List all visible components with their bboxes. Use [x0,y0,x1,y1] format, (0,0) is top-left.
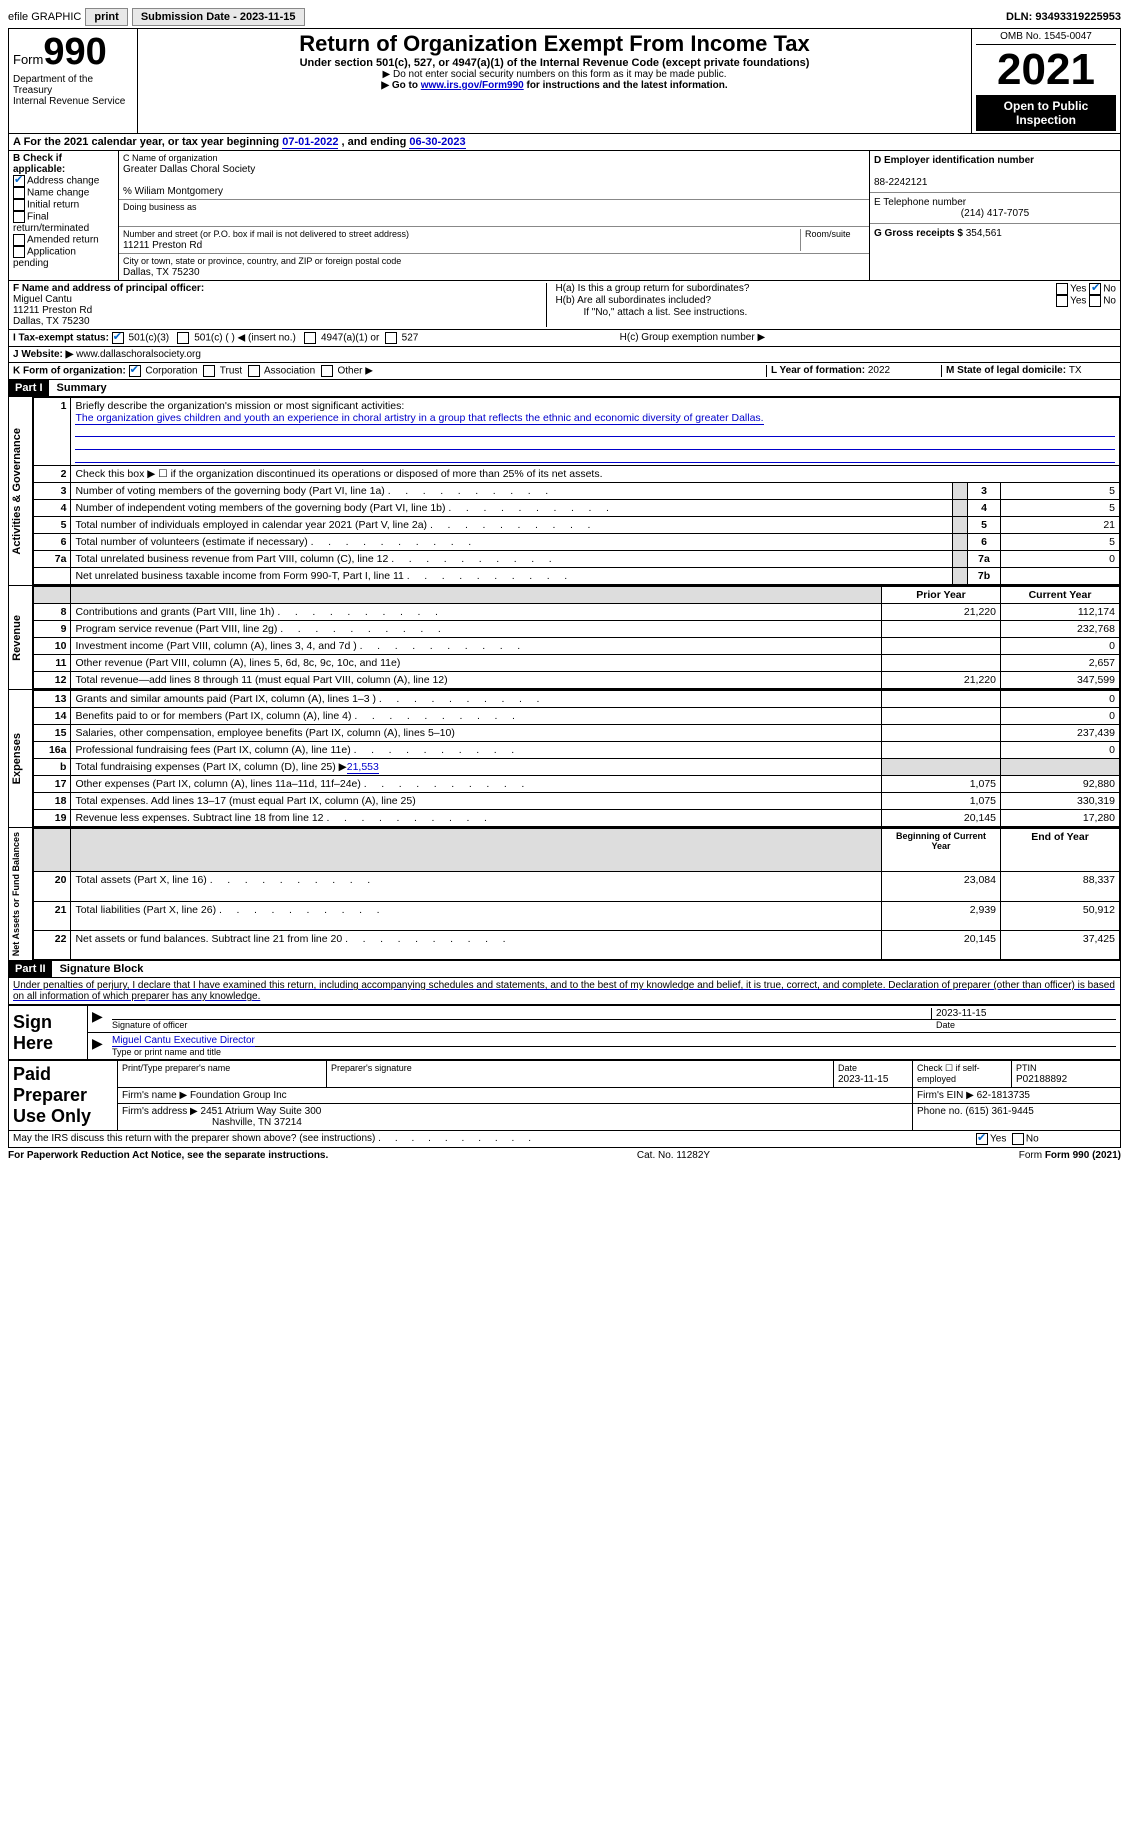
cb-initial[interactable] [13,199,25,211]
summary-rev: Prior YearCurrent Year 8Contributions an… [33,586,1120,689]
cb-amended[interactable] [13,234,25,246]
box-deg: D Employer identification number 88-2242… [870,151,1120,280]
form-subtitle: Under section 501(c), 527, or 4947(a)(1)… [142,57,967,69]
side-net: Net Assets or Fund Balances [9,828,23,960]
ein: 88-2242121 [874,177,927,188]
summary-net: Beginning of Current YearEnd of Year 20T… [33,828,1120,960]
may-irs-row: May the IRS discuss this return with the… [8,1131,1121,1148]
org-address: 11211 Preston Rd [123,240,202,251]
phone: (214) 417-7075 [874,208,1116,219]
open-inspection: Open to Public Inspection [976,95,1116,131]
footer: For Paperwork Reduction Act Notice, see … [8,1148,1121,1163]
paid-preparer-table: Paid Preparer Use Only Print/Type prepar… [8,1060,1121,1131]
website: www.dallaschoralsociety.org [76,349,201,360]
box-c: C Name of organization Greater Dallas Ch… [119,151,870,280]
form-header: Form990 Department of the Treasury Inter… [8,28,1121,134]
cb-name[interactable] [13,187,25,199]
row-fh: F Name and address of principal officer:… [8,281,1121,330]
dln: DLN: 93493319225953 [1006,11,1121,23]
row-j: J Website: ▶ www.dallaschoralsociety.org [8,347,1121,363]
summary-ag: 1 Briefly describe the organization's mi… [33,397,1120,585]
side-exp: Expenses [9,729,25,788]
info-grid: B Check if applicable: Address change Na… [8,151,1121,281]
side-ag: Activities & Governance [9,424,25,559]
row-klm: K Form of organization: Corporation Trus… [8,363,1121,380]
period-row: A For the 2021 calendar year, or tax yea… [8,134,1121,151]
topbar: efile GRAPHIC print Submission Date - 20… [8,8,1121,26]
row-ij: I Tax-exempt status: 501(c)(3) 501(c) ( … [8,330,1121,347]
cb-final[interactable] [13,211,25,223]
form-title: Return of Organization Exempt From Incom… [142,31,967,57]
org-name: Greater Dallas Choral Society [123,164,255,175]
irs-label: Internal Revenue Service [13,96,133,107]
org-city: Dallas, TX 75230 [123,267,200,278]
summary-exp: 13Grants and similar amounts paid (Part … [33,690,1120,827]
cb-501c3[interactable] [112,332,124,344]
print-button[interactable]: print [85,8,127,26]
mission-text: The organization gives children and yout… [75,412,763,425]
form-label: Form990 [13,31,133,74]
omb: OMB No. 1545-0047 [976,31,1116,45]
box-b: B Check if applicable: Address change Na… [9,151,119,280]
care-of: % Wiliam Montgomery [123,186,223,197]
part1-header: Part I Summary [8,380,1121,397]
efile-label: efile GRAPHIC [8,11,81,23]
side-rev: Revenue [9,611,25,665]
form-note2: ▶ Go to www.irs.gov/Form990 for instruct… [142,80,967,91]
perjury-text: Under penalties of perjury, I declare th… [8,978,1121,1005]
part2-header: Part II Signature Block [8,961,1121,978]
submission-button[interactable]: Submission Date - 2023-11-15 [132,8,305,26]
irs-link[interactable]: www.irs.gov/Form990 [421,80,524,91]
sign-here-table: Sign Here ▶ 2023-11-15 Signature of offi… [8,1005,1121,1060]
dept-label: Department of the Treasury [13,74,133,96]
cb-address[interactable] [13,175,25,187]
cb-app[interactable] [13,246,25,258]
form-note1: ▶ Do not enter social security numbers o… [142,69,967,80]
gross-receipts: 354,561 [966,228,1002,239]
tax-year: 2021 [976,45,1116,95]
